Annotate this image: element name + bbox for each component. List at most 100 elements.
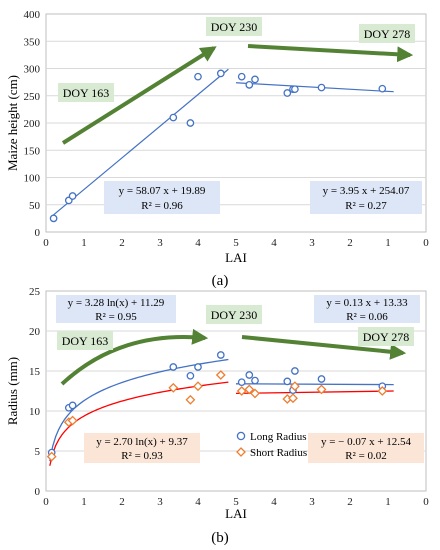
point-a-1-6: [317, 83, 326, 92]
points-b: [46, 351, 388, 462]
doy-label-a-2: DOY 278: [364, 27, 411, 41]
doy-label-b-1: DOY 230: [211, 308, 258, 322]
legend-b: Long Radius Short Radius: [236, 431, 307, 459]
point-a-0-4: [186, 119, 195, 127]
legend-marker-short: [236, 447, 246, 457]
point-b-long-6: [216, 351, 225, 359]
doy-label-a-1: DOY 230: [211, 20, 258, 34]
y-tick-a-7: 350: [24, 36, 41, 48]
eq-box-a-0: [104, 181, 220, 214]
point-a-0-3: [169, 113, 178, 122]
x-axis-label-b: LAI: [225, 506, 247, 521]
doy-box-a-0: [58, 83, 114, 102]
point-b-short-6: [215, 370, 226, 380]
point-b-long-9: [251, 376, 259, 385]
x-tick-b-4: 4: [195, 496, 201, 508]
y-tick-b-2: 10: [29, 406, 41, 418]
r2-b-1: R² = 0.06: [346, 311, 388, 323]
x-tick-a-0: 0: [43, 237, 49, 249]
y-tick-a-0: 0: [35, 227, 41, 239]
point-a-1-3: [283, 89, 292, 97]
point-b-short-8: [244, 384, 255, 395]
x-tick-a-6: 4: [271, 237, 277, 249]
x-tick-b-6: 4: [271, 496, 277, 508]
point-a-0-5: [194, 72, 202, 81]
x-tick-b-10: 0: [423, 496, 429, 508]
senescence-arrow-b: [241, 335, 407, 360]
r2-a-0: R² = 0.96: [141, 200, 183, 212]
growth-arrow-a: [61, 46, 217, 145]
point-b-long-2: [68, 401, 77, 410]
x-tick-b-7: 3: [309, 496, 315, 508]
point-a-0-2: [68, 192, 77, 200]
y-tick-b-4: 20: [29, 326, 41, 338]
y-tick-b-5: 25: [29, 286, 41, 298]
r2-a-1: R² = 0.27: [345, 200, 387, 212]
y-tick-b-0: 0: [35, 486, 41, 498]
r2-b-2: R² = 0.93: [121, 450, 163, 462]
panel-label-b: (b): [211, 530, 229, 546]
point-b-short-0: [46, 451, 57, 462]
point-b-long-13: [317, 375, 326, 383]
x-tick-a-7: 3: [309, 237, 315, 249]
x-tick-a-9: 1: [385, 237, 391, 249]
fit-line-b-3: [235, 390, 394, 395]
r2-b-3: R² = 0.02: [345, 450, 387, 462]
fit-line-b-2: [235, 383, 394, 386]
point-a-1-7: [378, 84, 387, 93]
point-a-1-2: [251, 75, 259, 84]
eq-box-a-1: [310, 181, 422, 214]
y-tick-a-8: 400: [24, 9, 41, 21]
growth-arrow-b: [60, 328, 209, 386]
x-tick-a-1: 1: [81, 237, 87, 249]
r2-b-0: R² = 0.95: [95, 311, 137, 323]
y-ticks-a: 0 50 100 150 200 250 300 350 400: [24, 9, 41, 239]
point-b-short-14: [377, 386, 388, 396]
point-b-short-5: [193, 381, 203, 392]
point-a-1-1: [245, 81, 254, 89]
point-b-short-3: [168, 382, 179, 393]
points-a: [49, 69, 387, 223]
y-axis-label-b: Radius (mm): [5, 357, 20, 425]
point-b-short-9: [250, 388, 260, 399]
equation-a-1: y = 3.95 x + 254.07: [323, 185, 410, 197]
legend-label-short: Short Radius: [250, 447, 307, 459]
y-tick-a-4: 200: [24, 118, 41, 130]
x-tick-a-10: 0: [423, 237, 429, 249]
fit-lines-a: [53, 68, 394, 216]
senescence-arrow-a: [247, 44, 414, 63]
x-tick-b-9: 1: [385, 496, 391, 508]
y-tick-b-3: 15: [29, 366, 41, 378]
fit-line-a-1: [235, 82, 394, 93]
point-a-0-0: [49, 214, 58, 223]
eq-box-b-1: [314, 295, 420, 323]
point-b-short-12: [289, 381, 300, 392]
point-b-short-2: [67, 415, 78, 426]
point-b-short-7: [236, 386, 247, 396]
point-b-long-3: [169, 363, 178, 371]
equation-a-0: y = 58.07 x + 19.89: [119, 185, 206, 197]
x-tick-b-1: 1: [81, 496, 87, 508]
point-b-short-4: [185, 394, 196, 405]
eq-box-b-3: [308, 433, 424, 463]
equation-b-2: y = 2.70 ln(x) + 9.37: [96, 436, 188, 448]
point-b-long-7: [237, 378, 246, 387]
doy-label-b-0: DOY 163: [62, 334, 109, 348]
doy-box-b-2: [358, 327, 414, 346]
eq-box-b-2: [84, 433, 200, 463]
eq-box-b-0: [56, 295, 176, 323]
panel-label-a: (a): [212, 273, 229, 289]
doy-box-b-0: [57, 331, 113, 350]
point-b-short-11: [288, 393, 298, 404]
point-a-0-6: [216, 69, 225, 78]
y-ticks-b: 0 5 10 15 20 25: [29, 286, 41, 498]
doy-box-a-1: [206, 17, 262, 36]
doy-label-a-0: DOY 163: [63, 86, 110, 100]
point-a-1-5: [291, 85, 299, 94]
y-tick-a-3: 150: [24, 145, 41, 157]
x-tick-a-3: 3: [157, 237, 163, 249]
doy-box-a-2: [359, 24, 415, 43]
x-tick-a-5: 5: [233, 237, 239, 249]
y-tick-a-2: 100: [24, 173, 41, 185]
